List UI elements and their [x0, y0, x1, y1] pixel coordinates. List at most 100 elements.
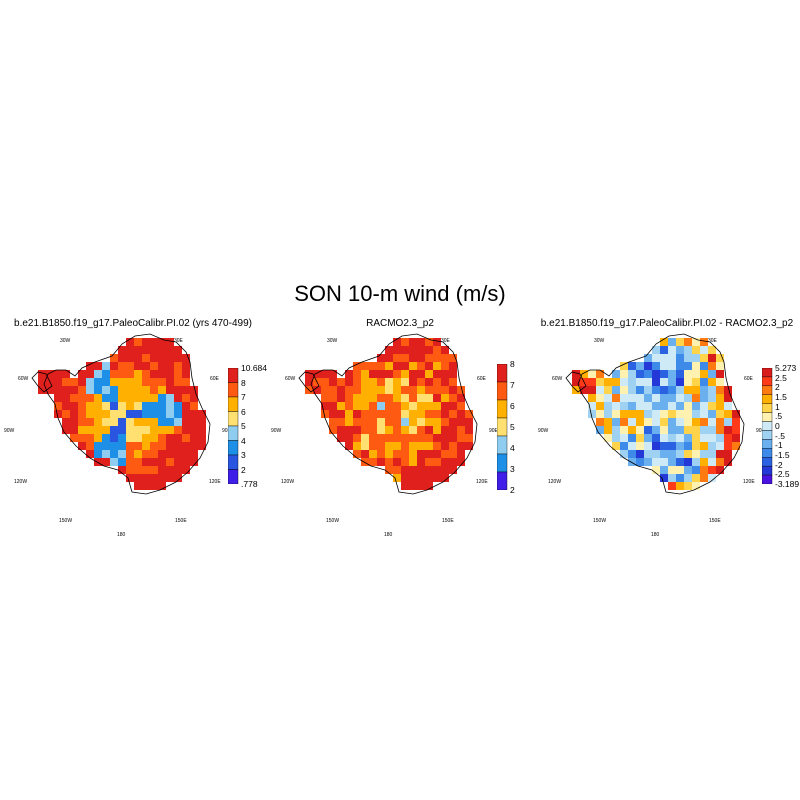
- colorbar-swatch: [228, 382, 239, 398]
- colorbar-swatch: [762, 421, 773, 431]
- panel-difference: b.e21.B1850.f19_g17.PaleoCalibr.PI.02 - …: [534, 318, 800, 540]
- colorbar-swatch: [497, 381, 508, 401]
- longitude-label: 150W: [593, 518, 607, 524]
- colorbar: [497, 364, 508, 490]
- colorbar: [762, 368, 773, 484]
- panel-title: b.e21.B1850.f19_g17.PaleoCalibr.PI.02 (y…: [14, 318, 252, 329]
- longitude-label: 90W: [538, 428, 549, 434]
- longitude-label: 60W: [18, 376, 29, 382]
- colorbar-swatch: [762, 474, 773, 484]
- longitude-label: 60E: [477, 376, 486, 382]
- colorbar-tick-label: 6: [241, 406, 246, 417]
- longitude-label: 30W: [60, 338, 71, 344]
- colorbar-tick-label: 2: [775, 382, 780, 393]
- colorbar-swatch: [762, 376, 773, 387]
- longitude-label: 150W: [59, 518, 73, 524]
- longitude-label: 90W: [271, 428, 282, 434]
- colorbar-tick-label: 2.5: [775, 372, 787, 383]
- colorbar-tick-label: 5.273: [775, 363, 797, 373]
- longitude-label: 120W: [14, 479, 28, 485]
- colorbar-swatch: [762, 439, 773, 449]
- longitude-label: 60W: [285, 376, 296, 382]
- longitude-label: 150E: [709, 518, 721, 524]
- colorbar-tick-label: -1.5: [775, 450, 790, 460]
- colorbar-swatch: [497, 435, 508, 455]
- colorbar-tick-label: 10.684: [241, 363, 267, 373]
- figure-title: SON 10-m wind (m/s): [294, 281, 506, 306]
- panel-model: b.e21.B1850.f19_g17.PaleoCalibr.PI.02 (y…: [0, 318, 267, 540]
- coastline: [43, 333, 211, 495]
- colorbar-tick-label: -.5: [775, 430, 785, 441]
- antarctica-map: [298, 333, 478, 495]
- colorbar: [228, 368, 239, 484]
- colorbar-tick-label: 4: [510, 443, 515, 453]
- coastline: [577, 333, 745, 495]
- antarctica-map: [565, 333, 745, 495]
- colorbar-swatch: [762, 368, 773, 378]
- colorbar-tick-label: 1.5: [775, 392, 787, 402]
- colorbar-swatch: [497, 453, 508, 473]
- antarctica-map: [31, 333, 211, 495]
- longitude-label: 150E: [175, 518, 187, 524]
- colorbar-swatch: [228, 368, 239, 383]
- colorbar-swatch: [228, 454, 239, 470]
- longitude-label: 180: [651, 532, 660, 538]
- longitude-label: 60W: [552, 376, 563, 382]
- longitude-label: 180: [384, 532, 393, 538]
- colorbar-swatch: [762, 448, 773, 458]
- longitude-label: 90E: [489, 428, 498, 434]
- colorbar-swatch: [762, 457, 773, 467]
- wind-grid: [38, 338, 206, 490]
- longitude-label: 150W: [326, 518, 340, 524]
- colorbar-tick-label: .778: [241, 479, 258, 489]
- colorbar-swatch: [762, 403, 773, 413]
- colorbar-tick-label: 3: [510, 464, 515, 474]
- colorbar-tick-label: 6: [510, 401, 515, 411]
- longitude-label: 90W: [4, 428, 15, 434]
- colorbar-swatch: [228, 469, 239, 484]
- colorbar-swatch: [228, 411, 239, 427]
- peninsula-coastline: [565, 371, 587, 393]
- colorbar-tick-label: 2: [241, 464, 246, 475]
- longitude-label: 150E: [442, 518, 454, 524]
- colorbar-tick-label: 1: [775, 401, 780, 412]
- colorbar-swatch: [497, 417, 508, 437]
- colorbar-swatch: [228, 396, 239, 412]
- colorbar-tick-label: -2: [775, 459, 783, 470]
- peninsula-coastline: [31, 371, 53, 393]
- colorbar-tick-label: 7: [510, 380, 515, 390]
- panel-racmo: RACMO2.3_p2 30W 30E 60W 60E 90W 90E 120W 120E 15…: [267, 318, 533, 540]
- colorbar-swatch: [497, 364, 508, 383]
- colorbar-tick-label: -1: [775, 440, 783, 451]
- panel-title: RACMO2.3_p2: [366, 318, 434, 329]
- colorbar-tick-label: 2: [510, 485, 515, 495]
- colorbar-swatch: [497, 471, 508, 490]
- peninsula-coastline: [298, 371, 320, 393]
- colorbar-tick-label: -2.5: [775, 469, 790, 480]
- colorbar-swatch: [762, 412, 773, 422]
- longitude-label: 90E: [222, 428, 231, 434]
- longitude-label: 120E: [476, 479, 488, 485]
- colorbar-tick-label: 4: [241, 435, 246, 446]
- colorbar-swatch: [497, 399, 508, 419]
- colorbar-swatch: [762, 385, 773, 395]
- colorbar-tick-label: 8: [241, 377, 246, 388]
- longitude-label: 90E: [756, 428, 765, 434]
- longitude-label: 120W: [548, 479, 562, 485]
- colorbar-tick-label: 8: [510, 359, 515, 369]
- longitude-label: 60E: [210, 376, 219, 382]
- longitude-label: 30E: [708, 338, 717, 344]
- longitude-label: 60E: [744, 376, 753, 382]
- wind-grid: [305, 338, 473, 490]
- colorbar-tick-label: 3: [241, 450, 246, 460]
- longitude-label: 180: [117, 532, 126, 538]
- longitude-label: 30E: [174, 338, 183, 344]
- longitude-label: 30W: [594, 338, 605, 344]
- colorbar-swatch: [228, 425, 239, 441]
- longitude-label: 30W: [327, 338, 338, 344]
- wind-grid: [572, 338, 740, 490]
- panel-title: b.e21.B1850.f19_g17.PaleoCalibr.PI.02 - …: [540, 318, 794, 329]
- longitude-label: 120E: [209, 479, 221, 485]
- colorbar-tick-label: 7: [241, 392, 246, 402]
- colorbar-tick-label: 5: [510, 422, 515, 432]
